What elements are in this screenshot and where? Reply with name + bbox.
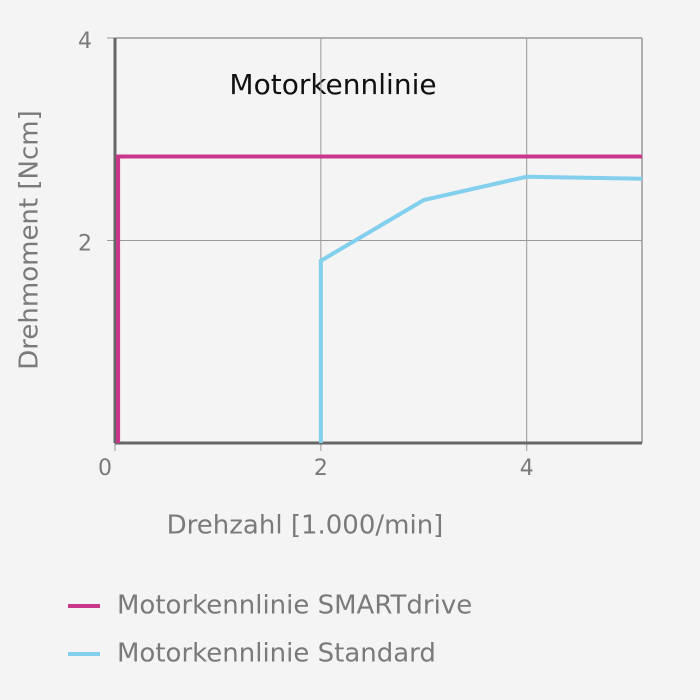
x-tick-label: 4 bbox=[520, 456, 534, 481]
series-line bbox=[116, 154, 642, 443]
x-axis-label: Drehzahl [1.000/min] bbox=[167, 511, 444, 541]
series-line bbox=[318, 174, 643, 443]
legend-label: Motorkennlinie SMARTdrive bbox=[117, 591, 472, 621]
legend-label: Motorkennlinie Standard bbox=[117, 639, 436, 669]
y-tick-label: 2 bbox=[78, 232, 92, 257]
x-tick-label: 2 bbox=[314, 456, 328, 481]
x-tick-label: 0 bbox=[98, 456, 112, 481]
y-axis-label: Drehmoment [Ncm] bbox=[15, 110, 45, 369]
y-tick-label: 4 bbox=[78, 29, 92, 54]
chart-title: Motorkennlinie bbox=[229, 68, 436, 101]
